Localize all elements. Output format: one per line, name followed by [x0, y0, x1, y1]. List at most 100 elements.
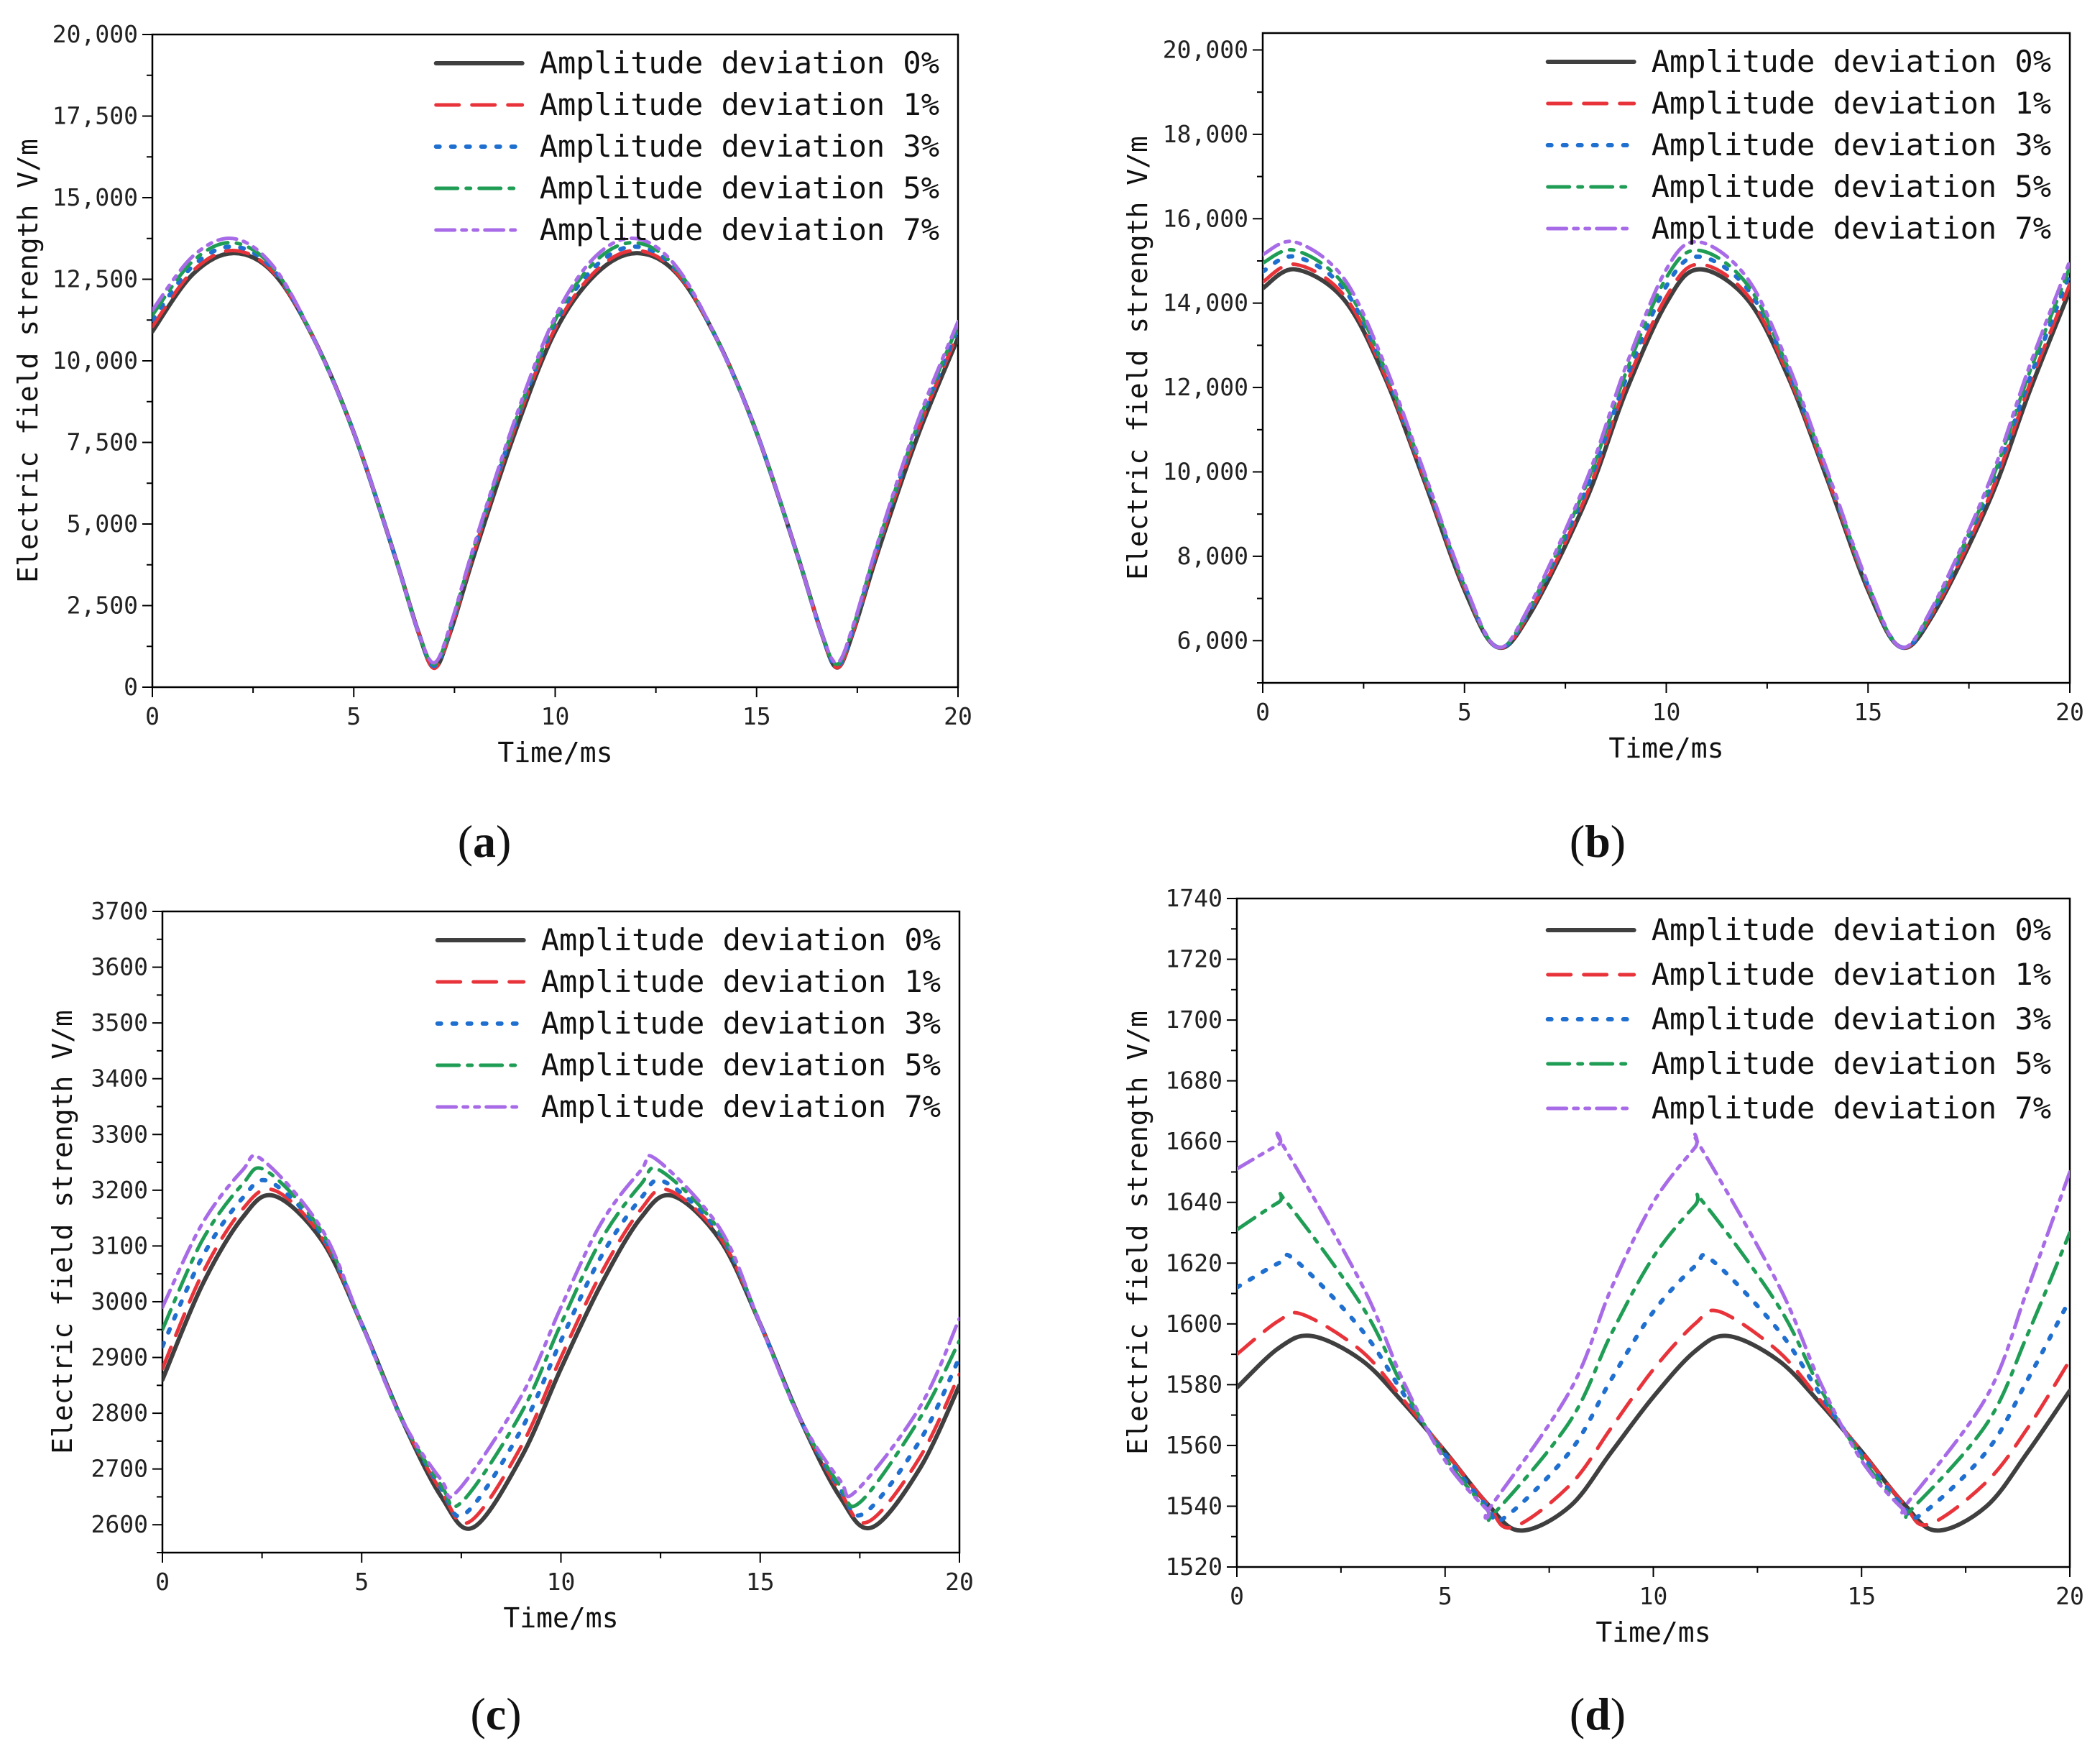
legend-label: Amplitude deviation 7%	[1652, 211, 2051, 246]
panel-label-paren-close: )	[496, 816, 511, 867]
panel-label-letter: b	[1585, 816, 1611, 867]
x-tick-label: 5	[1457, 698, 1472, 726]
legend-label: Amplitude deviation 1%	[1652, 86, 2051, 121]
legend-label: Amplitude deviation 5%	[1652, 1046, 2051, 1081]
panel-label-paren-open: (	[1570, 1688, 1585, 1739]
y-tick-label: 17,500	[52, 102, 138, 130]
y-tick-label: 1740	[1166, 884, 1222, 912]
legend: Amplitude deviation 0% Amplitude deviatio…	[1545, 44, 2051, 246]
y-tick-label: 7,500	[67, 428, 138, 456]
chart-panel-a: 0 5 10 15 20 0 2,500 5,000 7,500 10,000 12,500 15,0…	[12, 20, 972, 867]
legend-label: Amplitude deviation 0%	[541, 922, 941, 957]
y-tick-label: 12,500	[52, 265, 138, 293]
series-line-d7	[1237, 1131, 2070, 1520]
panel-label-letter: d	[1585, 1688, 1611, 1739]
legend-label: Amplitude deviation 0%	[1652, 44, 2051, 79]
x-tick-label: 10	[547, 1568, 576, 1596]
y-tick-label: 3000	[91, 1287, 148, 1315]
y-tick-label: 20,000	[52, 20, 138, 48]
y-tick-label: 3700	[91, 897, 148, 925]
y-tick-label: 1560	[1166, 1431, 1222, 1459]
series-group	[152, 236, 958, 671]
x-axis-title: Time/ms	[503, 1602, 618, 1634]
legend-label: Amplitude deviation 3%	[541, 1006, 941, 1041]
x-tick-label: 20	[2055, 698, 2084, 726]
panel-label-letter: a	[473, 816, 496, 867]
x-tick-label: 5	[346, 702, 361, 730]
x-axis-title: Time/ms	[1608, 732, 1723, 764]
x-tick-label: 15	[746, 1568, 775, 1596]
legend-label: Amplitude deviation 5%	[541, 1047, 941, 1083]
y-tick-label: 6,000	[1177, 626, 1248, 654]
legend-label: Amplitude deviation 3%	[1652, 1001, 2051, 1037]
panel-label: (c)	[470, 1688, 521, 1739]
x-tick-label: 0	[1256, 698, 1270, 726]
chart-panel-d: 0 5 10 15 2015201540156015801600162016401660…	[1122, 884, 2084, 1739]
y-tick-label: 1600	[1166, 1310, 1222, 1338]
panel-label-paren-open: (	[470, 1688, 485, 1739]
y-tick-label: 16,000	[1163, 204, 1248, 232]
series-line-d7	[1263, 239, 2070, 650]
x-tick-label: 20	[944, 702, 972, 730]
series-line-d3	[162, 1177, 959, 1519]
y-tick-label: 15,000	[52, 183, 138, 211]
y-tick-label: 1680	[1166, 1067, 1222, 1095]
legend-label: Amplitude deviation 5%	[540, 170, 939, 206]
y-tick-label: 0	[124, 673, 138, 701]
legend-label: Amplitude deviation 3%	[540, 129, 939, 164]
y-tick-label: 14,000	[1163, 289, 1248, 317]
series-group	[1263, 239, 2070, 651]
x-tick-label: 10	[1639, 1582, 1668, 1610]
y-tick-label: 1580	[1166, 1370, 1222, 1398]
y-tick-label: 1540	[1166, 1492, 1222, 1520]
y-tick-label: 2900	[91, 1343, 148, 1371]
y-tick-label: 12,000	[1163, 373, 1248, 401]
y-tick-label: 5,000	[67, 510, 138, 538]
x-tick-label: 10	[1652, 698, 1681, 726]
panel-label-paren-close: )	[506, 1688, 521, 1739]
panel-label-paren-open: (	[1570, 816, 1585, 867]
y-tick-label: 3300	[91, 1120, 148, 1148]
x-tick-label: 0	[1230, 1582, 1244, 1610]
chart-panel-c: 0 5 10 15 20 2600 2700 2800 2900 3000 3100 3200 3300…	[47, 897, 974, 1739]
y-tick-label: 2700	[91, 1455, 148, 1483]
legend: Amplitude deviation 0% Amplitude deviatio…	[435, 922, 941, 1124]
x-tick-label: 20	[2055, 1582, 2084, 1610]
legend-label: Amplitude deviation 5%	[1652, 169, 2051, 204]
series-line-d7	[162, 1154, 959, 1499]
x-tick-label: 15	[1847, 1582, 1876, 1610]
legend-label: Amplitude deviation 1%	[1652, 957, 2051, 992]
y-tick-label: 3500	[91, 1008, 148, 1037]
x-tick-label: 5	[354, 1568, 369, 1596]
y-tick-label: 1700	[1166, 1006, 1222, 1034]
series-line-d0	[162, 1192, 959, 1531]
series-line-d5	[162, 1166, 959, 1509]
panel-label-letter: c	[486, 1688, 506, 1739]
y-tick-label: 1660	[1166, 1127, 1222, 1155]
series-group	[1237, 1131, 2070, 1533]
y-axis-title: Electric field strength V/m	[12, 139, 44, 583]
y-tick-label: 2,500	[67, 592, 138, 620]
panel-label: (b)	[1570, 816, 1626, 867]
series-line-d3	[1237, 1252, 2070, 1525]
series-line-d5	[1237, 1192, 2070, 1522]
y-axis-title: Electric field strength V/m	[47, 1010, 78, 1454]
y-axis-title: Electric field strength V/m	[1122, 1011, 1153, 1455]
legend-label: Amplitude deviation 1%	[540, 87, 939, 122]
x-axis-title: Time/ms	[497, 737, 612, 768]
series-line-d0	[1237, 1333, 2070, 1533]
y-tick-label: 1620	[1166, 1249, 1222, 1277]
panel-label-paren-close: )	[1611, 816, 1626, 867]
y-tick-label: 1720	[1166, 945, 1222, 973]
y-tick-label: 3600	[91, 953, 148, 981]
x-tick-label: 5	[1438, 1582, 1452, 1610]
y-axis-title: Electric field strength V/m	[1122, 136, 1153, 580]
panel-label-paren-close: )	[1611, 1688, 1626, 1739]
x-tick-label: 10	[541, 702, 570, 730]
series-line-d7	[152, 236, 958, 665]
y-tick-label: 2800	[91, 1399, 148, 1427]
x-tick-label: 0	[155, 1568, 170, 1596]
y-tick-label: 20,000	[1163, 35, 1248, 63]
